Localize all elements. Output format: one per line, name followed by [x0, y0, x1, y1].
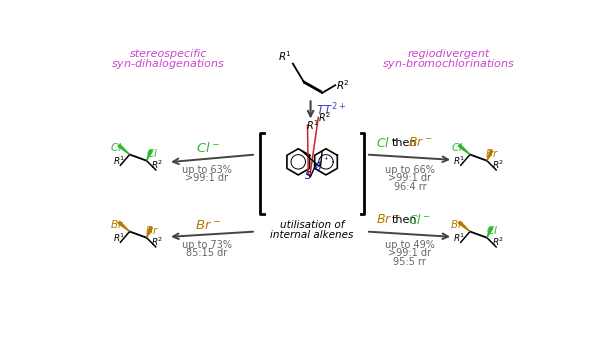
Text: >99:1 dr: >99:1 dr: [388, 248, 431, 258]
Text: stereospecific: stereospecific: [130, 49, 207, 59]
Text: $^+$: $^+$: [312, 164, 319, 173]
Text: $Cl^-$: $Cl^-$: [196, 141, 221, 155]
Text: 96:4 rr: 96:4 rr: [393, 182, 426, 192]
Polygon shape: [118, 221, 130, 232]
Text: $Cl$: $Cl$: [146, 147, 158, 159]
Text: $Br^-$: $Br^-$: [408, 137, 433, 149]
Text: up to 73%: up to 73%: [182, 240, 231, 249]
Text: $Cl^-$: $Cl^-$: [376, 136, 399, 150]
Text: $Br^-$: $Br^-$: [195, 219, 221, 232]
Text: up to 63%: up to 63%: [182, 165, 231, 175]
Text: >99:1 dr: >99:1 dr: [185, 173, 228, 184]
Text: $R^2$: $R^2$: [491, 159, 504, 171]
Polygon shape: [118, 144, 130, 154]
Text: $Br$: $Br$: [485, 147, 499, 159]
Text: $Br^-$: $Br^-$: [376, 214, 401, 226]
Text: $^+$: $^+$: [322, 155, 329, 164]
Text: $R^2$: $R^2$: [491, 236, 504, 248]
Text: then: then: [391, 138, 417, 148]
Text: 85:15 dr: 85:15 dr: [186, 248, 227, 258]
Text: $Br$: $Br$: [450, 218, 464, 231]
Text: $R^1$: $R^1$: [278, 49, 292, 63]
Text: $R^2$: $R^2$: [151, 159, 164, 171]
Text: $Br$: $Br$: [145, 224, 159, 236]
Text: internal alkenes: internal alkenes: [270, 231, 354, 240]
Text: $Cl$: $Cl$: [486, 224, 498, 236]
Polygon shape: [458, 221, 470, 232]
Text: $Br$: $Br$: [110, 218, 124, 231]
Text: $R^1$: $R^1$: [113, 232, 125, 244]
Text: $R^1$: $R^1$: [453, 232, 465, 244]
Text: >99:1 dr: >99:1 dr: [388, 173, 431, 184]
Polygon shape: [147, 227, 152, 238]
Text: $syn$-dihalogenations: $syn$-dihalogenations: [111, 57, 225, 71]
Polygon shape: [147, 150, 152, 161]
Text: $S$: $S$: [314, 160, 322, 172]
Polygon shape: [458, 144, 470, 154]
Text: $R^2$: $R^2$: [318, 111, 331, 124]
Text: regiodivergent: regiodivergent: [407, 49, 490, 59]
Text: $Cl$: $Cl$: [110, 141, 122, 153]
Text: $R^2$: $R^2$: [336, 78, 350, 92]
Text: $R^1$: $R^1$: [453, 154, 465, 167]
Text: $R^1$: $R^1$: [113, 154, 125, 167]
Text: $R^1$: $R^1$: [306, 118, 319, 132]
Polygon shape: [487, 150, 493, 161]
Text: utilisation of: utilisation of: [280, 220, 344, 231]
Text: $S$: $S$: [304, 169, 312, 181]
Text: $TT^{2+}$: $TT^{2+}$: [316, 101, 346, 118]
Text: $Cl^-$: $Cl^-$: [408, 213, 431, 227]
Text: $Cl$: $Cl$: [451, 141, 463, 153]
Text: then: then: [391, 215, 417, 225]
Text: up to 49%: up to 49%: [385, 240, 435, 249]
Text: $syn$-bromochlorinations: $syn$-bromochlorinations: [382, 57, 515, 71]
Text: 95:5 rr: 95:5 rr: [393, 257, 427, 267]
Polygon shape: [487, 227, 493, 238]
Text: $R^2$: $R^2$: [151, 236, 164, 248]
Text: up to 66%: up to 66%: [385, 165, 435, 175]
